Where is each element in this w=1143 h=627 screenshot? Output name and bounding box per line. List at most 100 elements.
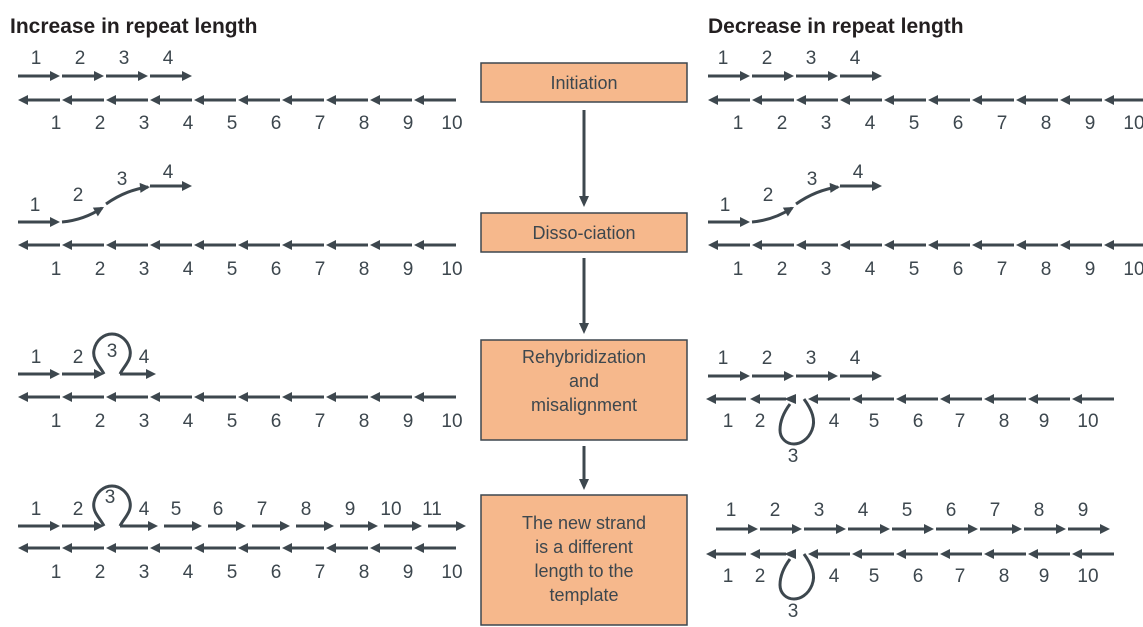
new-strand-left-row4-unit [164,521,202,531]
new-strand-right-row4-unit [892,524,934,534]
template-right-row3-unit [1028,394,1070,404]
template-left-row3-unit [282,392,324,402]
loop-left-row4 [92,484,132,527]
step-text: template [549,585,618,605]
template-left-row1-unit [18,95,60,105]
new-strand-right-row1-unit [840,71,882,81]
template-right-row1-unit [708,95,750,105]
template-left-row1-unit [150,95,192,105]
template-left-row1-label: 9 [403,113,414,134]
new-strand-left-row4-label: 7 [257,499,268,520]
new-strand-left-row4-label: 6 [213,499,224,520]
new-strand-left-row3-label: 1 [31,347,42,368]
template-right-row4-label: 9 [1039,566,1050,587]
new-strand-right-row1-unit [752,71,794,81]
template-left-row4-unit [106,543,148,553]
new-strand-right-row3-label: 2 [762,348,773,369]
template-right-row3-label: 10 [1077,411,1098,432]
step-text: length to the [534,561,633,581]
template-right-row3-label: 9 [1039,411,1050,432]
template-left-row3-unit [150,392,192,402]
template-right-row1-label: 6 [953,113,964,134]
new-strand-right-row2-unit [751,206,794,224]
template-left-row3-label: 5 [227,411,238,432]
template-right-row2-unit [708,240,750,250]
loop-right-row4 [778,553,816,601]
new-strand-left-row4-unit [428,521,466,531]
template-right-row3-label: 3 [788,446,799,467]
flow-arrow-3 [579,446,589,490]
template-right-row4-label: 6 [913,566,924,587]
template-right-row4-unit [1028,549,1070,559]
template-right-row4-unit [940,549,982,559]
template-left-row3-label: 10 [441,411,462,432]
template-right-row3-unit [750,394,786,404]
template-left-row1-unit [62,95,104,105]
new-strand-right-row4-label: 5 [902,500,913,521]
template-right-row4-unit [852,549,894,559]
template-left-row4-label: 6 [271,562,282,583]
new-strand-right-row1-label: 2 [762,48,773,69]
heading-increase: Increase in repeat length [10,15,257,38]
template-left-row3-unit [62,392,104,402]
template-left-row4-label: 5 [227,562,238,583]
template-left-row4-label: 10 [441,562,462,583]
new-strand-left-row1-label: 4 [163,48,174,69]
new-strand-left-row3-unit [120,369,156,379]
template-right-row4-unit [808,549,850,559]
template-right-row3-label: 8 [999,411,1010,432]
new-strand-right-row4-unit [848,524,890,534]
template-right-row1-unit [972,95,1014,105]
new-strand-right-row2-label: 3 [807,169,818,190]
template-right-row1-unit [884,95,926,105]
template-right-row3-label: 2 [755,411,766,432]
template-left-row2-unit [326,240,368,250]
template-right-row4-label: 7 [955,566,966,587]
new-strand-right-row4-label: 6 [946,500,957,521]
template-right-row1-unit [840,95,882,105]
template-left-row2-unit [370,240,412,250]
new-strand-right-row3-unit [840,371,882,381]
template-left-row4-label: 7 [315,562,326,583]
new-strand-left-row3-label: 3 [107,341,118,362]
new-strand-left-row1-label: 1 [31,48,42,69]
template-right-row3-label: 7 [955,411,966,432]
template-left-row4-unit [62,543,104,553]
template-right-row3-label: 1 [723,411,734,432]
new-strand-right-row1-unit [796,71,838,81]
new-strand-right-row3-label: 3 [806,348,817,369]
template-right-row3-unit [1072,394,1114,404]
new-strand-left-row3-label: 4 [139,347,150,368]
template-right-row3-unit [940,394,982,404]
template-left-row2-unit [282,240,324,250]
new-strand-left-row3-label: 2 [73,347,84,368]
new-strand-left-row4-label: 11 [422,499,442,520]
template-right-row1-unit [1060,95,1102,105]
template-right-row1-label: 2 [777,113,788,134]
template-left-row3-unit [414,392,456,402]
new-strand-right-row4-label: 3 [814,500,825,521]
template-right-row2-unit [1104,240,1143,250]
template-right-row2-label: 5 [909,259,920,280]
new-strand-right-row2-label: 1 [720,195,731,216]
new-strand-right-row4-label: 1 [726,500,737,521]
new-strand-right-row3-unit [796,371,838,381]
new-strand-left-row1-label: 2 [75,48,86,69]
template-left-row4-unit [326,543,368,553]
new-strand-left-row4-unit [252,521,290,531]
new-strand-left-row4-label: 1 [31,499,42,520]
template-right-row4-label: 4 [829,566,840,587]
template-left-row4-label: 2 [95,562,106,583]
new-strand-left-row3-unit [62,369,104,379]
template-left-row4-label: 9 [403,562,414,583]
template-left-row2-label: 1 [51,259,62,280]
new-strand-left-row2-unit [105,182,150,206]
step-text: and [569,371,599,391]
template-right-row1-unit [752,95,794,105]
new-strand-right-row4-label: 9 [1078,500,1089,521]
template-left-row3-label: 2 [95,411,106,432]
step-text: is a different [535,537,633,557]
template-left-row1-unit [282,95,324,105]
new-strand-left-row2-unit [150,181,192,191]
